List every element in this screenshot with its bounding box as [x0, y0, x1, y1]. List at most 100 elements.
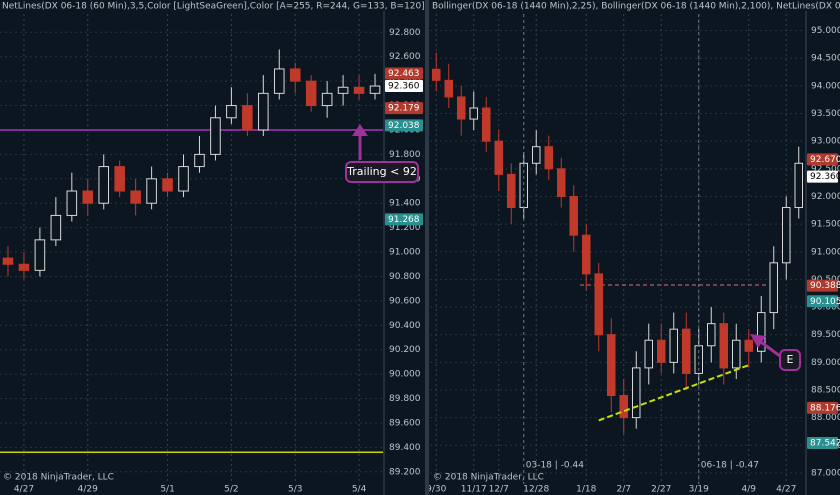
- x-tick-label: 11/17: [461, 485, 487, 495]
- y-tick-label: 91.800: [389, 150, 421, 160]
- y-tick-label: 92.000: [811, 192, 840, 202]
- candle-body: [783, 208, 791, 263]
- x-tick-label: 5/2: [224, 485, 238, 495]
- candle-body: [99, 167, 109, 204]
- candle-body: [645, 340, 653, 368]
- candle-body: [670, 329, 678, 362]
- price-box-label: 92.670: [810, 155, 840, 165]
- candle-body: [608, 335, 616, 396]
- y-tick-label: 89.800: [389, 394, 421, 404]
- y-tick-label: 90.800: [389, 272, 421, 282]
- candle-body: [147, 179, 157, 203]
- candle-body: [470, 108, 478, 119]
- candle-body: [306, 81, 316, 105]
- candle-body: [595, 274, 603, 335]
- x-tick-label: 1/18: [576, 485, 596, 495]
- x-tick-label: 9/30: [426, 485, 446, 495]
- price-box-label: 92.038: [388, 121, 420, 131]
- candle-body: [708, 324, 716, 346]
- candle-body: [115, 167, 125, 191]
- candle-body: [770, 263, 778, 313]
- candle-body: [795, 163, 803, 207]
- y-tick-label: 89.400: [389, 443, 421, 453]
- price-box-label: 91.268: [388, 215, 420, 225]
- candle-body: [533, 147, 541, 164]
- y-tick-label: 95.000: [811, 26, 840, 36]
- candle-body: [558, 169, 566, 197]
- price-box-label: 92.463: [388, 69, 420, 79]
- price-box-label: 90.388: [810, 281, 840, 291]
- price-box-label: 92.360: [388, 82, 420, 92]
- candle-body: [633, 368, 641, 418]
- y-tick-label: 90.600: [389, 296, 421, 306]
- candle-body: [583, 235, 591, 274]
- candle-body: [3, 258, 13, 264]
- y-tick-label: 93.500: [811, 109, 840, 119]
- x-tick-label: 5/3: [288, 485, 302, 495]
- y-tick-label: 94.000: [811, 81, 840, 91]
- candle-body: [495, 141, 503, 174]
- y-tick-label: 91.000: [811, 247, 840, 257]
- copyright: © 2018 NinjaTrader, LLC: [433, 473, 544, 483]
- y-tick-label: 89.000: [811, 358, 840, 368]
- y-tick-label: 90.000: [389, 370, 421, 380]
- price-box-label: 90.105: [810, 297, 840, 307]
- y-tick-label: 90.400: [389, 321, 421, 331]
- candle-body: [83, 191, 93, 203]
- annotation: E: [787, 353, 794, 366]
- candle-body: [179, 167, 189, 191]
- y-tick-label: 94.500: [811, 54, 840, 64]
- x-tick-label: 3/19: [689, 485, 709, 495]
- x-tick-label: 4/27: [14, 485, 34, 495]
- candle-body: [620, 396, 628, 418]
- chart-title: Bollinger(DX 06-18 (1440 Min),2,25), Bol…: [432, 2, 840, 12]
- candle-body: [131, 191, 141, 203]
- price-box-label: 92.360: [810, 172, 840, 182]
- candle-body: [433, 69, 441, 80]
- candle-body: [338, 87, 348, 93]
- candle-body: [35, 240, 45, 271]
- x-tick-label: 12/28: [523, 485, 549, 495]
- y-tick-label: 87.000: [811, 468, 840, 478]
- y-tick-label: 93.000: [811, 137, 840, 147]
- candle-body: [243, 106, 253, 130]
- x-tick-label: 4/9: [742, 485, 757, 495]
- x-tick-label: 12/7: [489, 485, 509, 495]
- candle-body: [322, 93, 332, 105]
- candle-body: [745, 340, 753, 351]
- candle-body: [508, 174, 516, 207]
- y-tick-label: 92.600: [389, 52, 421, 62]
- x-tick-label: 5/1: [160, 485, 174, 495]
- price-box-label: 87.542: [810, 438, 840, 448]
- rollover-label: 03-18 | -0.44: [526, 461, 584, 471]
- candle-body: [733, 340, 741, 368]
- x-tick-label: 4/29: [78, 485, 98, 495]
- x-tick-label: 5/4: [352, 485, 367, 495]
- candle-body: [458, 97, 466, 119]
- candle-body: [545, 147, 553, 169]
- price-box-label: 92.179: [388, 104, 420, 114]
- y-tick-label: 88.500: [811, 386, 840, 396]
- candle-body: [720, 324, 728, 368]
- candle-body: [227, 106, 237, 118]
- y-tick-label: 88.000: [811, 413, 840, 423]
- candle-body: [51, 215, 61, 239]
- candle-body: [19, 264, 29, 270]
- candle-body: [211, 118, 221, 155]
- y-tick-label: 91.400: [389, 199, 421, 209]
- y-tick-label: 89.600: [389, 418, 421, 428]
- x-tick-label: 2/7: [617, 485, 631, 495]
- candle-body: [163, 179, 173, 191]
- y-tick-label: 89.500: [811, 330, 840, 340]
- candle-body: [354, 87, 364, 93]
- price-box-label: 88.176: [810, 403, 840, 413]
- copyright: © 2018 NinjaTrader, LLC: [3, 473, 114, 483]
- y-tick-label: 90.200: [389, 345, 421, 355]
- divider: [425, 0, 429, 495]
- x-tick-label: 4/27: [776, 485, 796, 495]
- candle-body: [658, 340, 666, 362]
- candle-body: [195, 154, 205, 166]
- candle-body: [259, 93, 269, 130]
- candle-body: [290, 69, 300, 81]
